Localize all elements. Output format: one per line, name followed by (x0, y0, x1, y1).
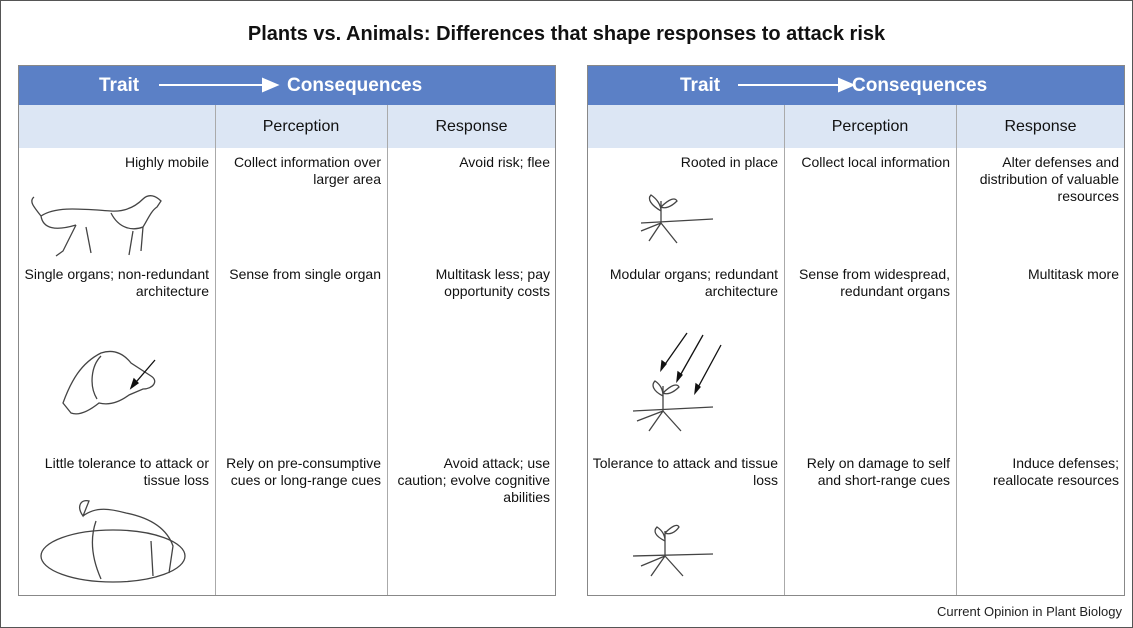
consequences-header: Consequences (287, 75, 423, 96)
cell: Little tolerance to attack or tissue los… (44, 455, 209, 488)
cell: Collect local information (801, 154, 950, 170)
column-header: Response (435, 118, 508, 135)
cell: Tolerance to attack and tissue loss (592, 455, 778, 488)
column-divider (784, 105, 785, 595)
source: Current Opinion in Plant Biology (937, 604, 1122, 619)
subheader-bar (19, 105, 555, 148)
cell: Rely on damage to self and short-range c… (806, 455, 950, 488)
cell: Multitask less; pay opportunity costs (435, 266, 550, 299)
column-divider (387, 105, 388, 595)
cell: Multitask more (1027, 266, 1119, 282)
subheader-bar (588, 105, 1124, 148)
header-bar: Trait Consequences (19, 66, 555, 105)
column-divider (215, 105, 216, 595)
column-divider (956, 105, 957, 595)
title: Plants vs. Animals: Differences that sha… (247, 23, 886, 45)
cell: Single organs; non-redundant architectur… (24, 266, 209, 299)
column-header: Response (1004, 118, 1077, 135)
cell: Avoid risk; flee (459, 154, 550, 170)
consequences-header: Consequences (852, 75, 988, 96)
header-bar: Trait Consequences (588, 66, 1124, 105)
column-header: Perception (262, 118, 340, 135)
trait-header: Trait (99, 75, 140, 96)
cell: Avoid attack; use caution; evolve cognit… (397, 455, 550, 505)
cell: Rely on pre-consumptive cues or long-ran… (226, 455, 381, 488)
trait-header: Trait (680, 75, 721, 96)
table-panel: Trait Consequences Perception Response Roote… (587, 65, 1125, 596)
cell: Sense from widespread, redundant organs (799, 266, 950, 299)
cell: Alter defenses and distribution of valua… (979, 154, 1119, 204)
cell: Rooted in place (680, 154, 778, 170)
table-panel: Trait Consequences Perception Response Highl… (18, 65, 556, 596)
cell: Collect information over larger area (233, 154, 381, 187)
cell: Induce defenses; reallocate resources (992, 455, 1119, 488)
column-header: Perception (831, 118, 909, 135)
cell: Modular organs; redundant architecture (609, 266, 778, 299)
cell: Highly mobile (124, 154, 209, 170)
cell: Sense from single organ (229, 266, 381, 282)
